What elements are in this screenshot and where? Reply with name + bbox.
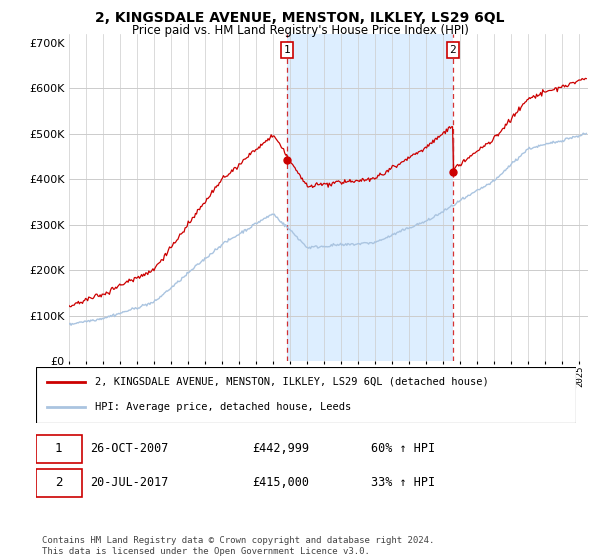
Text: 33% ↑ HPI: 33% ↑ HPI	[371, 477, 435, 489]
Text: 2: 2	[55, 477, 62, 489]
Text: 26-OCT-2007: 26-OCT-2007	[90, 442, 169, 455]
Text: 1: 1	[55, 442, 62, 455]
Text: 2, KINGSDALE AVENUE, MENSTON, ILKLEY, LS29 6QL (detached house): 2, KINGSDALE AVENUE, MENSTON, ILKLEY, LS…	[95, 377, 489, 387]
Text: £415,000: £415,000	[252, 477, 309, 489]
Text: 2, KINGSDALE AVENUE, MENSTON, ILKLEY, LS29 6QL: 2, KINGSDALE AVENUE, MENSTON, ILKLEY, LS…	[95, 11, 505, 25]
Bar	[287, 34, 453, 361]
Text: 20-JUL-2017: 20-JUL-2017	[90, 477, 169, 489]
Text: 2: 2	[449, 45, 456, 55]
Bar	[36, 435, 82, 463]
Text: 60% ↑ HPI: 60% ↑ HPI	[371, 442, 435, 455]
Bar	[36, 469, 82, 497]
Text: Contains HM Land Registry data © Crown copyright and database right 2024.
This d: Contains HM Land Registry data © Crown c…	[42, 536, 434, 556]
Text: 1: 1	[284, 45, 290, 55]
Text: HPI: Average price, detached house, Leeds: HPI: Average price, detached house, Leed…	[95, 402, 352, 412]
Text: Price paid vs. HM Land Registry's House Price Index (HPI): Price paid vs. HM Land Registry's House …	[131, 24, 469, 36]
Text: £442,999: £442,999	[252, 442, 309, 455]
